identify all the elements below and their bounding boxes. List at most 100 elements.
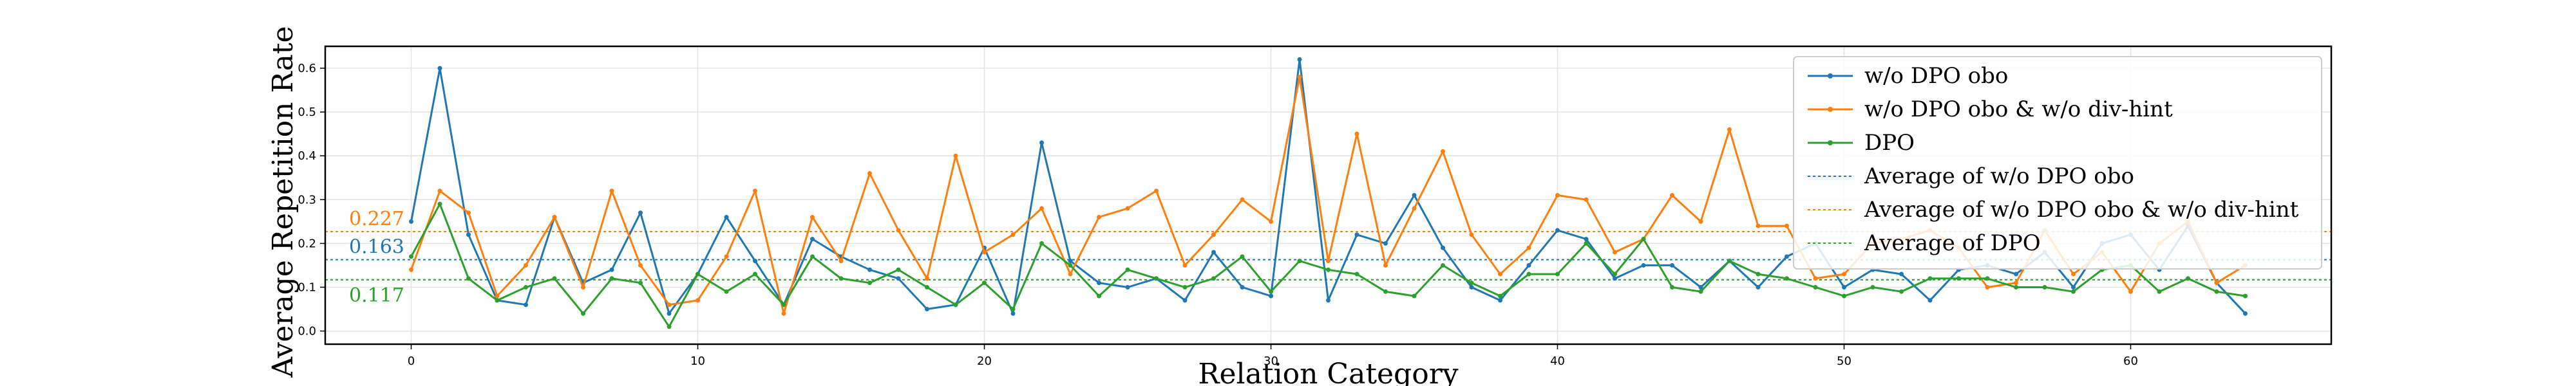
data-point <box>2243 293 2248 299</box>
data-point <box>524 262 528 268</box>
data-point <box>2071 289 2076 294</box>
y-tick-label: 0.2 <box>298 237 316 250</box>
data-point <box>2014 280 2018 286</box>
data-point <box>1899 289 1904 294</box>
data-point <box>810 237 815 242</box>
data-point <box>1269 293 1273 299</box>
data-point <box>1383 289 1388 294</box>
data-point <box>810 254 815 259</box>
data-point <box>1297 75 1302 80</box>
data-point <box>609 276 614 281</box>
legend-label: w/o DPO obo & w/o div-hint <box>1864 96 2173 122</box>
average-value-label: 0.117 <box>349 284 404 307</box>
data-point <box>437 201 442 207</box>
data-point <box>982 280 987 286</box>
data-point <box>667 302 672 308</box>
data-point <box>409 267 413 272</box>
data-point <box>1670 262 1674 268</box>
y-tick-label: 0.1 <box>298 280 316 294</box>
data-point <box>1641 237 1646 242</box>
legend-label: Average of DPO <box>1864 230 2041 256</box>
data-point <box>1326 267 1331 272</box>
legend-box <box>1793 56 2322 270</box>
data-point <box>495 298 500 303</box>
data-point <box>2071 284 2076 290</box>
data-point <box>2042 284 2047 290</box>
data-point <box>982 250 987 255</box>
data-point <box>1441 245 1445 250</box>
data-point <box>437 188 442 194</box>
data-point <box>1269 219 1273 224</box>
data-point <box>1555 193 1560 198</box>
data-point <box>1498 271 1502 277</box>
data-point <box>495 293 500 299</box>
data-point <box>1412 293 1417 299</box>
data-point <box>524 284 528 290</box>
data-point <box>581 311 585 316</box>
data-point <box>867 280 872 286</box>
data-point <box>409 219 413 224</box>
legend-item: DPO <box>1808 130 1915 156</box>
data-point <box>466 276 471 281</box>
data-point <box>838 276 844 281</box>
legend-label: DPO <box>1864 130 1915 156</box>
data-point <box>1469 280 1474 286</box>
data-point <box>867 170 872 176</box>
data-point <box>1813 284 1818 290</box>
data-point <box>1326 259 1331 264</box>
data-point <box>1269 289 1273 294</box>
data-point <box>1785 276 1789 281</box>
data-point <box>753 259 757 264</box>
data-point <box>1555 228 1560 233</box>
data-point <box>1211 250 1216 255</box>
data-point <box>1498 298 1502 303</box>
data-point <box>1584 241 1589 246</box>
y-tick-label: 0.0 <box>298 325 316 338</box>
data-point <box>724 289 729 294</box>
data-point <box>1039 206 1044 211</box>
data-point <box>696 271 700 277</box>
data-point <box>1441 262 1445 268</box>
data-point <box>2214 289 2219 294</box>
data-point <box>409 254 413 259</box>
y-tick-label: 0.5 <box>298 106 316 119</box>
series-lines <box>409 57 2248 329</box>
data-point <box>1039 241 1044 246</box>
data-point <box>1182 262 1188 268</box>
y-axis-title: Average Repetition Rate <box>267 26 299 378</box>
legend-label: Average of w/o DPO obo <box>1864 163 2134 189</box>
data-point <box>781 302 786 308</box>
data-point <box>1240 284 1245 290</box>
legend: w/o DPO obo w/o DPO obo & w/o div-hint DPO… <box>1793 56 2322 270</box>
data-point <box>781 311 786 316</box>
data-point <box>1469 232 1474 237</box>
data-point <box>609 267 614 272</box>
data-point <box>1584 237 1589 242</box>
data-point <box>667 324 672 329</box>
data-point <box>1584 197 1589 202</box>
data-point <box>838 259 844 264</box>
data-point <box>1927 276 1933 281</box>
data-point <box>2014 284 2018 290</box>
average-labels: 0.163 0.227 0.117 <box>349 208 404 307</box>
data-point <box>953 153 958 158</box>
x-tick-label: 0 <box>408 354 415 368</box>
data-point <box>1297 57 1302 62</box>
data-point <box>2214 280 2219 286</box>
data-point <box>1785 223 1789 228</box>
data-point <box>724 215 729 220</box>
average-value-label: 0.227 <box>349 208 404 230</box>
data-point <box>696 298 700 303</box>
data-point <box>867 267 872 272</box>
data-point <box>1125 267 1130 272</box>
data-point <box>925 307 929 312</box>
data-point <box>1698 284 1703 290</box>
data-point <box>953 302 958 308</box>
legend-item: Average of w/o DPO obo <box>1808 163 2134 189</box>
legend-marker <box>1828 73 1833 78</box>
data-point <box>1698 219 1703 224</box>
data-point <box>1526 245 1531 250</box>
legend-marker <box>1828 140 1833 145</box>
data-point <box>1240 254 1245 259</box>
data-point <box>1555 271 1560 277</box>
